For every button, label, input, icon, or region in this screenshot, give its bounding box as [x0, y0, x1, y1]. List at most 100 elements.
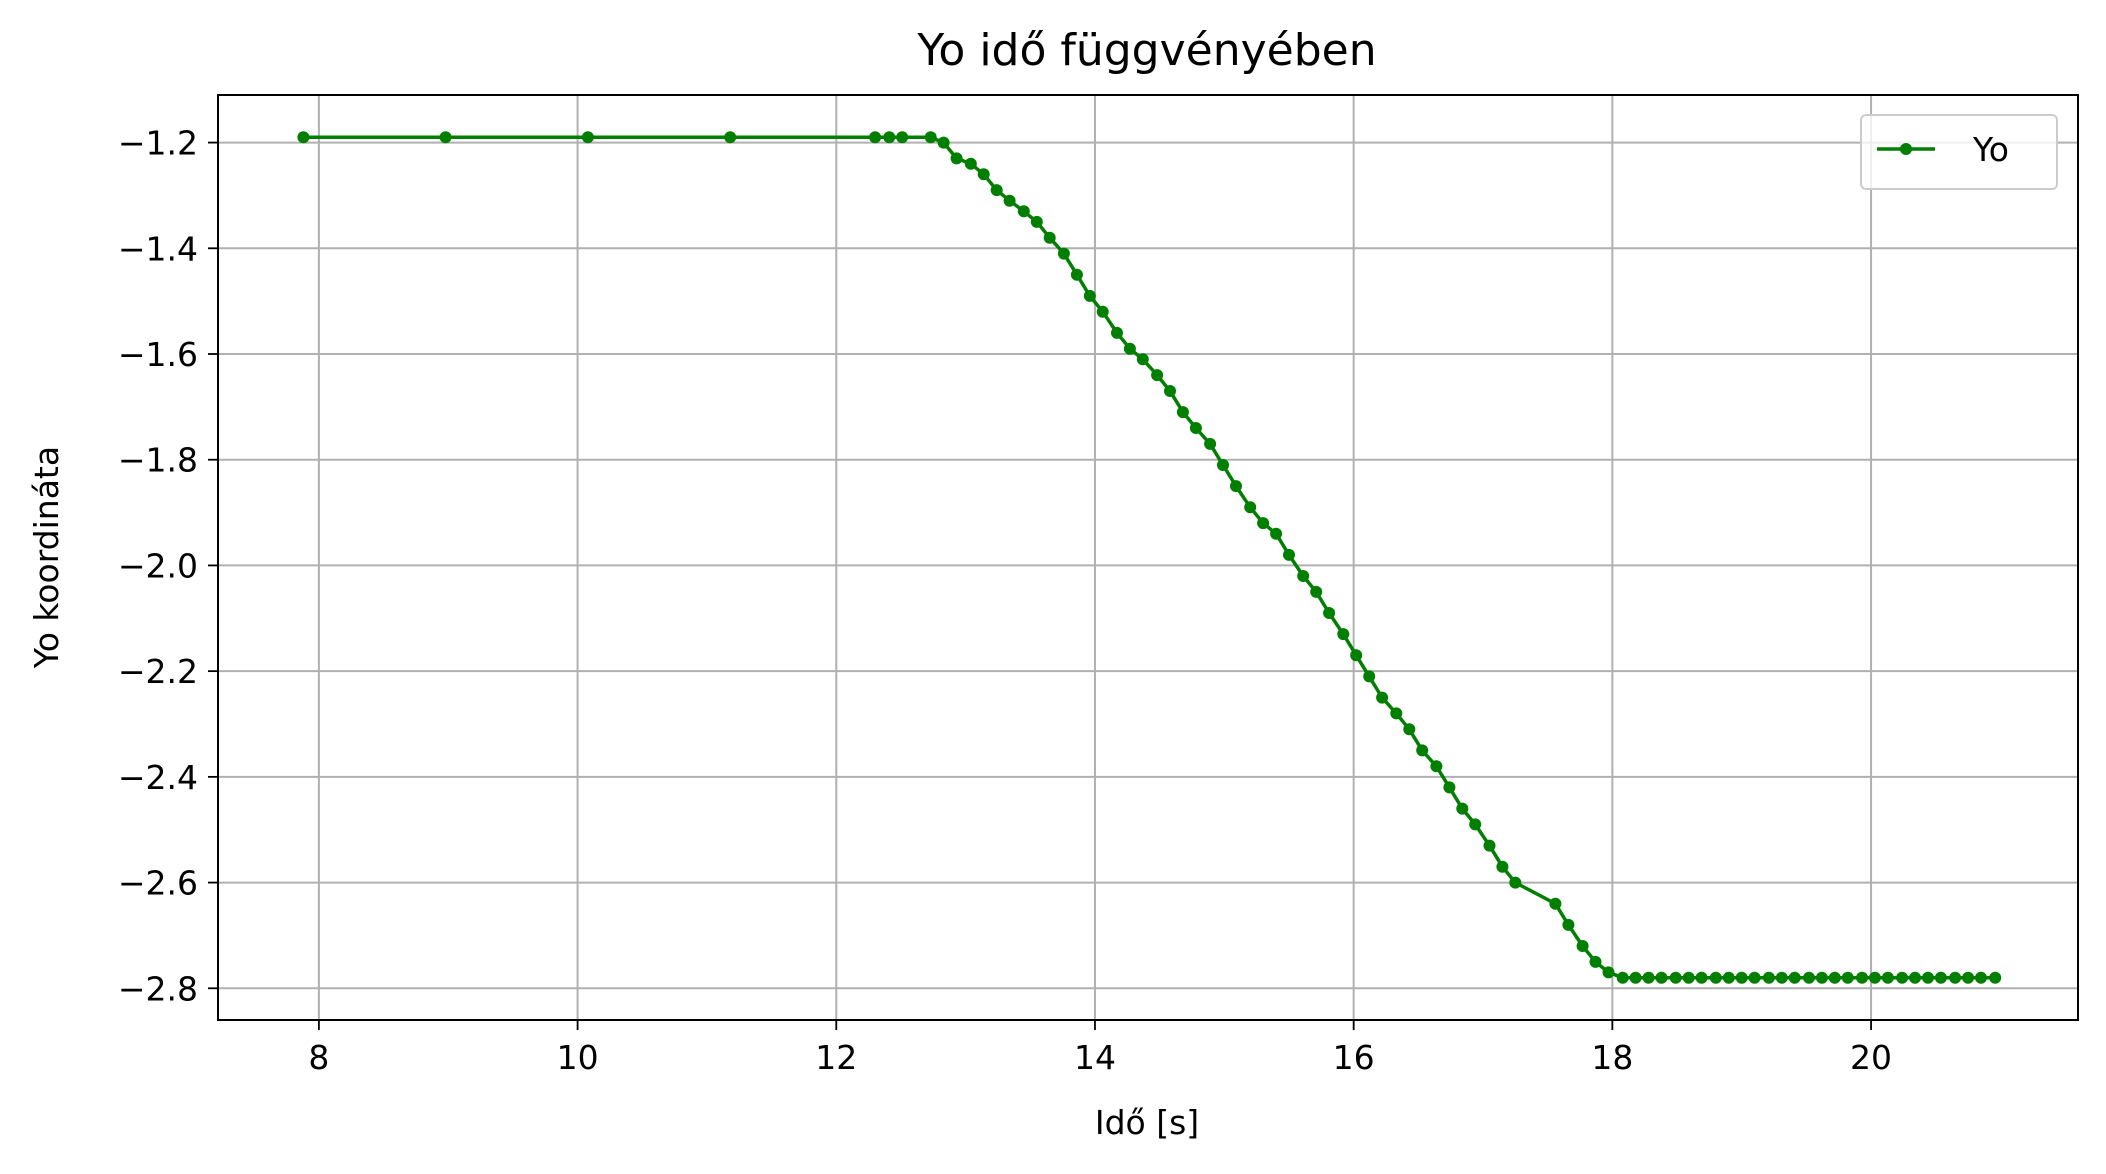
y-tick-label: −1.4: [118, 229, 198, 268]
data-point: [1576, 940, 1589, 952]
data-point: [1310, 585, 1323, 598]
data-point: [1443, 781, 1456, 794]
y-tick-label: −1.8: [118, 441, 198, 480]
data-point: [1989, 971, 2002, 984]
data-point: [1735, 971, 1748, 984]
data-point: [1602, 966, 1615, 979]
data-point: [1123, 342, 1136, 355]
data-point: [1003, 194, 1016, 207]
data-point: [1083, 289, 1096, 302]
data-point: [883, 131, 896, 144]
data-point: [1164, 385, 1176, 397]
data-point: [1430, 760, 1443, 773]
data-point: [581, 131, 594, 144]
data-point: [1204, 437, 1217, 450]
data-point: [1762, 971, 1775, 984]
data-point: [1244, 501, 1257, 514]
axes-frame: [217, 94, 2079, 1021]
data-point: [439, 131, 452, 144]
data-point: [977, 168, 990, 181]
x-tick-label: 14: [1074, 1038, 1116, 1077]
data-point: [1456, 802, 1469, 815]
data-point: [1337, 628, 1350, 641]
data-point: [1469, 818, 1482, 831]
data-point: [1616, 971, 1629, 984]
series-layer: [297, 131, 2002, 984]
data-point: [1934, 971, 1947, 984]
data-point: [1909, 971, 1921, 984]
data-point: [924, 131, 937, 144]
data-point: [1748, 971, 1761, 984]
data-point: [1589, 955, 1602, 968]
data-point: [1416, 744, 1429, 757]
x-tick-label: 10: [557, 1038, 599, 1077]
data-point: [896, 131, 909, 144]
data-point: [1815, 971, 1828, 984]
data-point: [1975, 971, 1987, 984]
data-point: [1030, 215, 1043, 228]
data-point: [1017, 205, 1030, 218]
data-point: [1775, 971, 1788, 984]
data-point: [1283, 548, 1295, 561]
data-point: [1189, 422, 1202, 434]
data-point: [1828, 971, 1841, 984]
data-point: [1176, 406, 1189, 419]
data-point: [1257, 517, 1270, 530]
y-tick-label: −2.0: [118, 546, 198, 585]
data-point: [1070, 268, 1083, 281]
x-tick-label: 18: [1591, 1038, 1633, 1077]
y-tick-label: −1.2: [118, 124, 198, 163]
data-point: [724, 131, 737, 144]
chart-title: Yo idő függvényében: [916, 25, 1376, 76]
data-point: [1496, 860, 1509, 873]
legend-entry-label: Yo: [1972, 130, 2009, 169]
data-point: [1881, 971, 1894, 984]
data-point: [1669, 971, 1682, 984]
data-point: [869, 131, 882, 144]
data-point: [1682, 971, 1695, 984]
data-point: [1136, 353, 1149, 366]
y-tick-label: −1.6: [118, 335, 198, 374]
data-point: [1509, 876, 1522, 889]
data-point: [950, 152, 963, 165]
data-point: [1230, 480, 1242, 493]
data-point: [1297, 570, 1310, 582]
data-point: [1841, 971, 1854, 984]
data-point: [1111, 326, 1123, 339]
data-point: [1057, 247, 1070, 260]
grid-layer: [218, 95, 2078, 1020]
y-tick-label: −2.6: [118, 864, 198, 903]
data-point: [964, 157, 977, 170]
data-point: [1868, 971, 1881, 984]
data-point: [1363, 670, 1376, 683]
data-point: [1922, 971, 1934, 984]
x-tick-label: 12: [815, 1038, 857, 1077]
data-point: [1562, 918, 1575, 931]
legend: Yo: [1860, 114, 2058, 190]
data-point: [1350, 649, 1363, 662]
x-tick-label: 20: [1850, 1038, 1892, 1077]
data-point: [1896, 971, 1909, 984]
data-point: [1949, 971, 1962, 984]
x-axis-label: Idő [s]: [1095, 1103, 1199, 1142]
data-point: [937, 136, 950, 149]
data-point: [990, 184, 1003, 197]
y-axis-label: Yo koordináta: [27, 446, 66, 669]
x-tick-label: 8: [308, 1038, 329, 1077]
data-point: [1642, 971, 1655, 984]
legend-marker-swatch: [1900, 143, 1912, 155]
data-point: [1403, 723, 1416, 736]
data-point: [1323, 607, 1336, 619]
data-point: [1151, 369, 1164, 382]
data-point: [1270, 527, 1283, 540]
data-point: [1788, 971, 1801, 984]
x-tick-label: 16: [1333, 1038, 1375, 1077]
data-point: [1376, 691, 1389, 704]
data-point: [1695, 971, 1708, 984]
data-point: [1655, 971, 1668, 984]
data-point: [1390, 707, 1403, 720]
data-point: [1629, 971, 1642, 984]
data-point: [1962, 971, 1975, 984]
